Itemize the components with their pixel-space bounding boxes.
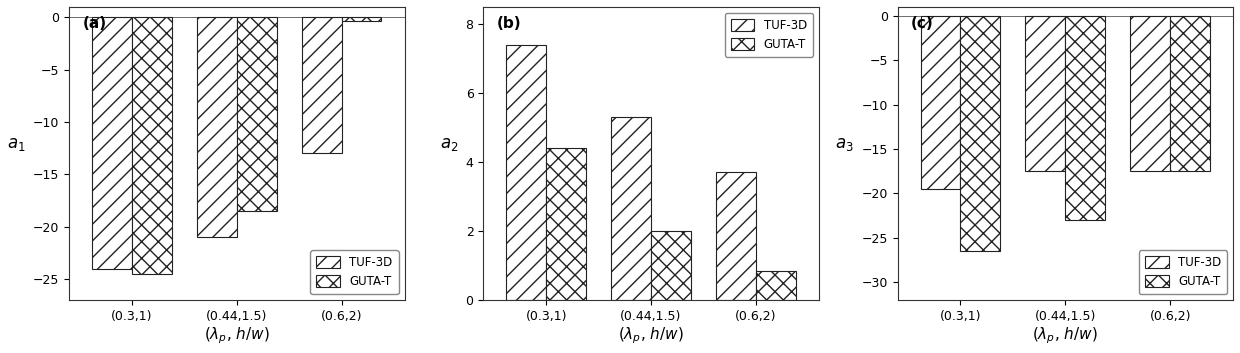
Text: (b): (b) <box>497 16 521 31</box>
Bar <box>651 231 691 300</box>
X-axis label: ($\lambda_p$, $h/w$): ($\lambda_p$, $h/w$) <box>619 325 684 346</box>
Bar <box>506 45 546 300</box>
Bar <box>197 17 237 237</box>
Bar <box>715 172 756 300</box>
Y-axis label: $a_1$: $a_1$ <box>7 136 26 154</box>
Bar <box>92 17 131 269</box>
Y-axis label: $a_3$: $a_3$ <box>836 136 854 154</box>
Legend: TUF-3D, GUTA-T: TUF-3D, GUTA-T <box>310 250 398 294</box>
Bar <box>131 17 171 274</box>
Bar <box>1171 16 1210 171</box>
Bar <box>920 16 961 189</box>
Legend: TUF-3D, GUTA-T: TUF-3D, GUTA-T <box>724 13 813 56</box>
Bar <box>1131 16 1171 171</box>
Bar <box>301 17 341 154</box>
X-axis label: ($\lambda_p$, $h/w$): ($\lambda_p$, $h/w$) <box>203 325 269 346</box>
Y-axis label: $a_2$: $a_2$ <box>440 136 458 154</box>
Bar <box>237 17 277 211</box>
Bar <box>961 16 1001 251</box>
Bar <box>756 271 796 300</box>
X-axis label: ($\lambda_p$, $h/w$): ($\lambda_p$, $h/w$) <box>1033 325 1099 346</box>
Text: (a): (a) <box>82 16 107 31</box>
Text: (c): (c) <box>911 16 934 31</box>
Bar <box>1065 16 1105 220</box>
Bar <box>1025 16 1065 171</box>
Bar <box>546 148 587 300</box>
Bar <box>341 17 382 20</box>
Legend: TUF-3D, GUTA-T: TUF-3D, GUTA-T <box>1140 250 1228 294</box>
Bar <box>611 117 651 300</box>
